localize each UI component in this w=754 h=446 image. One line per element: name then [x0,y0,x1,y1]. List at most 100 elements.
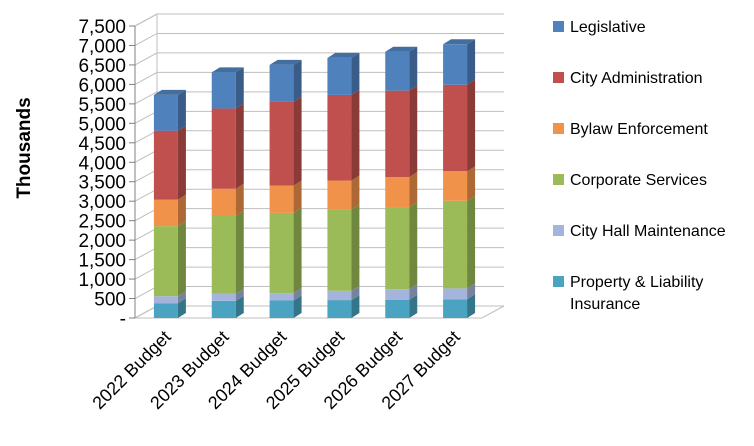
bar-top [327,52,360,58]
bar-segment-side [293,207,302,294]
bar-segment-side [409,46,418,91]
bar-segment-side [467,166,476,201]
bar-segment-side [293,180,302,213]
bar-segment [269,64,294,102]
legend-item: City Hall Maintenance [553,223,726,240]
bar-segment-side [467,283,476,300]
bar-segment [385,177,410,208]
legend-swatch [553,123,564,134]
y-tick-label: 5,000 [78,114,126,135]
legend-swatch [553,72,564,83]
bar-segment [153,199,178,227]
bar-segment-side [235,210,244,294]
bar-segment [153,296,178,304]
bar-segment [269,300,294,318]
legend-item: Legislative [553,19,646,36]
y-tick-label: 2,000 [78,231,126,252]
y-tick-label: 6,500 [78,56,126,77]
bar-segment-side [235,183,244,216]
bar-segment-side [293,288,302,301]
y-tick-label: 1,500 [78,251,126,272]
y-tick-label: 3,000 [78,192,126,213]
legend-item: Bylaw Enforcement [553,121,708,138]
y-axis-label: Thousands [14,97,35,198]
legend-item: Property & Liability Insurance [553,274,703,313]
bar-segment-side [293,96,302,186]
y-tick-label: 500 [94,290,126,311]
legend-label: Corporate Services [570,172,707,189]
bar-stack [211,67,244,318]
legend-item: Corporate Services [553,172,707,189]
bar-segment [443,299,468,318]
bar-segment [443,288,468,300]
bar-segment-side [409,284,418,300]
bar-segment-side [177,125,186,200]
bar-segment [385,299,410,318]
bar-segment [153,303,178,318]
bar-segment-side [177,194,186,227]
bar-stack [269,59,302,318]
y-tick-label: 7,500 [78,17,126,38]
y-tick-label: 5,500 [78,95,126,116]
bar-top [443,39,476,45]
bar-segment [327,209,352,291]
legend-label: Property & Liability Insurance [570,274,703,313]
bar-segment-side [409,202,418,290]
bar-segment [211,188,236,216]
legend-label: Bylaw Enforcement [570,121,708,138]
bar-segment [385,289,410,300]
bar-segment [269,185,294,213]
bar-segment-side [293,295,302,318]
bar-segment [385,51,410,91]
bar-segment [211,293,236,301]
bar-segment-side [351,295,360,318]
bar-segment [153,94,178,131]
bar-top [211,67,244,73]
bar-segment [385,90,410,178]
bar-segment-side [409,172,418,208]
y-tick-label: - [120,309,126,330]
bar-segment-side [235,67,244,109]
bar-segment-side [351,204,360,291]
legend-swatch [553,174,564,185]
bar-segment [385,207,410,290]
bar-segment [327,180,352,210]
bar-segment-side [177,291,186,304]
bar-segment [443,44,468,85]
bar-segment-side [467,39,476,85]
bar-segment-side [177,298,186,318]
bar-segment [327,300,352,318]
bar-stack [327,52,360,318]
bar-stack [385,46,418,318]
bar-segment [443,171,468,201]
bar-segment-side [351,285,360,301]
legend-label: Legislative [570,19,646,36]
bar-segment [327,94,352,181]
bar-top [153,89,186,95]
bar-segment [211,300,236,318]
floor [134,305,505,319]
bar-segment [327,57,352,95]
legend-swatch [553,276,564,287]
bar-top [385,46,418,52]
bar-segment-side [351,89,360,181]
gridline [134,13,504,27]
bar-segment [327,290,352,301]
legend-label: City Hall Maintenance [570,223,726,240]
bar-segment [443,84,468,172]
legend-item: City Administration [553,70,703,87]
bar-top [269,59,302,65]
legend-swatch [553,21,564,32]
legend-label: City Administration [570,70,703,87]
y-tick-label: 2,500 [78,212,126,233]
gridline [134,32,504,46]
bar-segment [269,101,294,186]
y-tick-label: 4,000 [78,153,126,174]
bar-segment [211,72,236,109]
bar-segment [269,293,294,301]
bar-segment-side [351,52,360,95]
y-tick-label: 7,000 [78,36,126,57]
legend-swatch [553,225,564,236]
bar-segment [211,215,236,294]
